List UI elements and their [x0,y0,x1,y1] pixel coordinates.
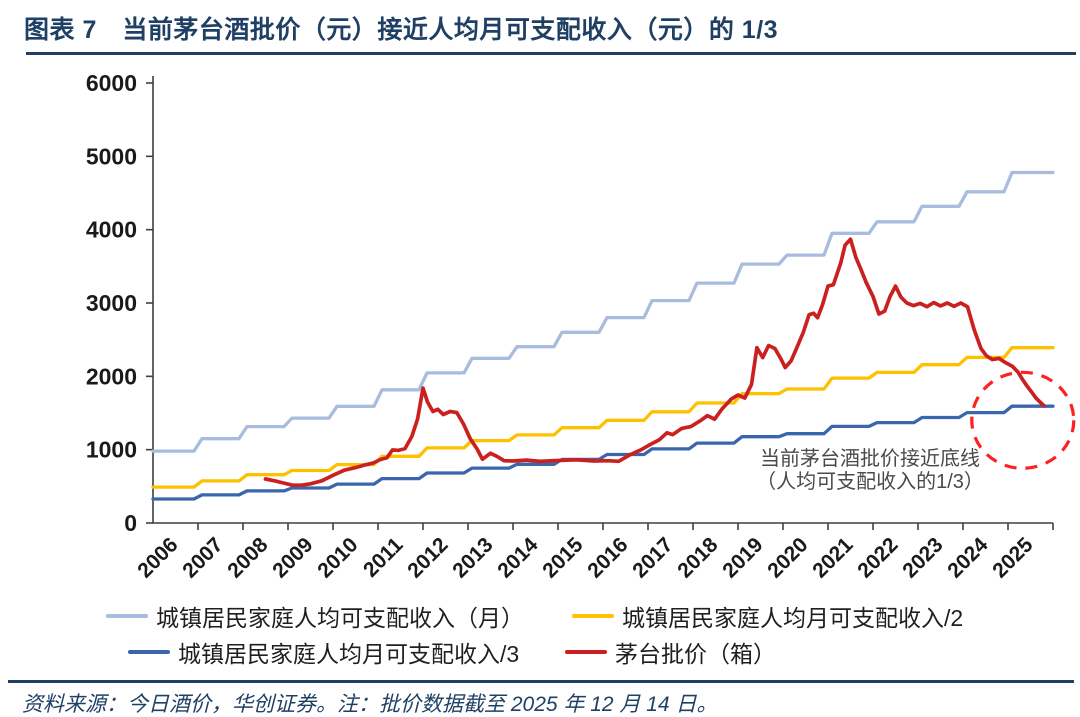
x-tick-label: 2009 [268,533,317,582]
legend-label-income-third: 城镇居民家庭人均月可支配收入/3 [178,641,520,667]
x-tick-label: 2015 [538,533,588,583]
annotation-line-2: （人均可支配收入的1/3） [756,471,984,493]
legend-swatch-income-month-icon [106,614,148,618]
series-line-0 [151,170,1055,453]
x-tick-label: 2012 [403,533,452,582]
x-tick-label: 2013 [448,533,497,582]
x-tick-label: 2024 [943,533,993,583]
y-tick-label: 0 [124,510,137,536]
legend-item-income-half: 城镇居民家庭人均月可支配收入/2 [572,598,963,634]
y-tick-label: 3000 [86,290,137,316]
highlight-ellipse [970,370,1076,470]
series-line-2 [151,404,1055,501]
legend-row-2: 城镇居民家庭人均月可支配收入/3 茅台批价（箱） [0,634,1080,670]
legend-row-1: 城镇居民家庭人均可支配收入（月） 城镇居民家庭人均月可支配收入/2 [0,598,1080,634]
source-note: 资料来源：今日酒价，华创证券。注：批价数据截至 2025 年 12 月 14 日… [22,693,718,716]
x-tick-label: 2018 [673,533,723,583]
series-line-1 [151,346,1055,489]
x-tick-label: 2023 [898,533,947,582]
x-tick-label: 2017 [628,533,677,582]
legend-label-income-month: 城镇居民家庭人均可支配收入（月） [156,605,524,631]
x-tick-label: 2025 [988,533,1038,583]
y-tick-label: 4000 [86,217,137,243]
x-tick-label: 2019 [718,533,767,582]
legend-label-income-half: 城镇居民家庭人均月可支配收入/2 [622,605,964,631]
x-tick-label: 2008 [223,533,273,583]
x-tick-label: 2016 [583,533,632,582]
y-tick-label: 2000 [86,363,137,389]
annotation-line-1: 当前茅台酒批价接近底线 [760,448,980,470]
y-tick-label: 6000 [86,70,137,96]
figure-title: 图表 7 当前茅台酒批价（元）接近人均月可支配收入（元）的 1/3 [24,16,779,44]
y-tick-label: 5000 [86,143,137,169]
y-tick-label: 1000 [86,437,137,463]
x-tick-label: 2020 [763,533,812,582]
legend-swatch-income-half-icon [572,614,614,618]
x-tick-label: 2021 [808,533,858,583]
chart-annotation: 当前茅台酒批价接近底线 （人均可支配收入的1/3） [742,448,998,494]
chart-legend: 城镇居民家庭人均可支配收入（月） 城镇居民家庭人均月可支配收入/2 城镇居民家庭… [0,598,1080,670]
title-divider [26,52,1076,55]
x-tick-label: 2011 [359,533,408,582]
x-tick-label: 2022 [853,533,902,582]
legend-item-maotai-price: 茅台批价（箱） [565,634,776,670]
legend-swatch-maotai-price-icon [565,650,607,654]
footer-divider [8,680,1074,683]
x-tick-label: 2006 [133,533,182,582]
legend-label-maotai-price: 茅台批价（箱） [615,641,776,667]
x-tick-label: 2014 [493,533,543,583]
legend-item-income-month: 城镇居民家庭人均可支配收入（月） [106,598,572,634]
series-line-maotai [263,237,1046,488]
legend-item-income-third: 城镇居民家庭人均月可支配收入/3 [128,634,565,670]
x-tick-label: 2007 [178,533,227,582]
legend-swatch-income-third-icon [128,650,170,654]
x-tick-label: 2010 [313,533,362,582]
